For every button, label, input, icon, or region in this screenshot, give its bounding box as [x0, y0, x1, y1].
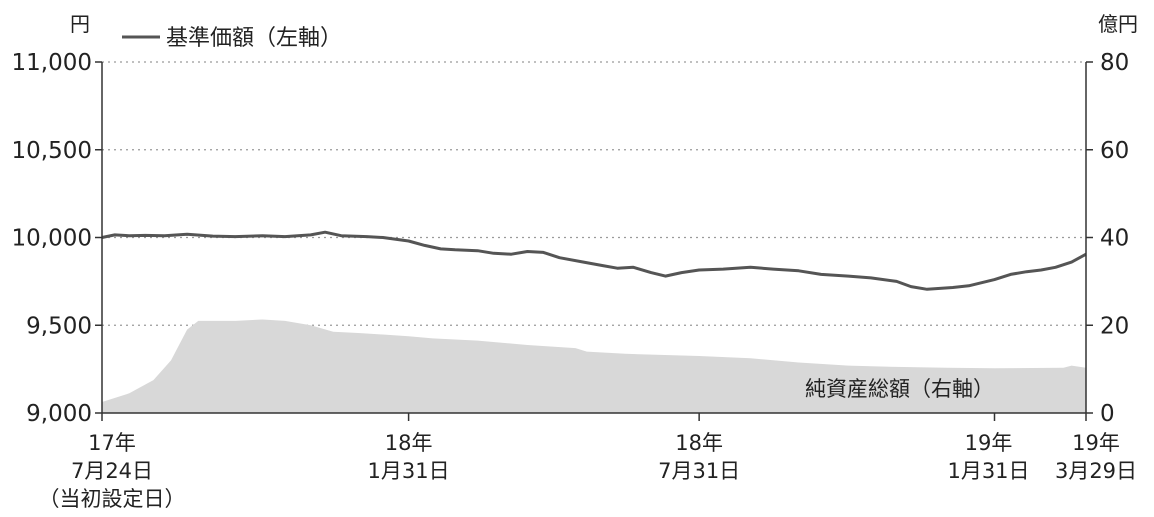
legend: 基準価額（左軸） [122, 26, 342, 51]
x-tick-label-1-0: 18年 [385, 431, 433, 455]
left-tick-label-4: 11,000 [12, 50, 92, 76]
gridlines [102, 61, 1086, 326]
x-tick-label-0-1: 7月24日 [71, 459, 153, 483]
right-tick-label-1: 20 [1100, 313, 1129, 339]
left-tick-label-0: 9,000 [26, 401, 92, 427]
right-axis-ticks: 0 20 40 60 80 [1086, 50, 1129, 427]
x-tick-label-4-0: 19年 [1072, 431, 1120, 455]
left-tick-label-2: 10,000 [12, 226, 92, 252]
x-tick-label-1-1: 1月31日 [368, 459, 450, 483]
x-tick-label-3-1: 1月31日 [947, 459, 1029, 483]
left-axis-unit: 円 [70, 12, 90, 36]
right-tick-label-3: 60 [1100, 138, 1129, 164]
x-tick-label-2-0: 18年 [675, 431, 723, 455]
right-tick-label-0: 0 [1100, 401, 1115, 427]
x-tick-label-0-2: （当初設定日） [39, 487, 186, 511]
left-tick-label-3: 10,500 [12, 138, 92, 164]
right-tick-label-4: 80 [1100, 50, 1129, 76]
x-tick-label-2-1: 7月31日 [658, 459, 740, 483]
right-tick-label-2: 40 [1100, 226, 1129, 252]
x-tick-label-3-0: 19年 [965, 431, 1013, 455]
net-assets-label: 純資産総額（右軸） [805, 377, 994, 401]
nav-line [101, 230, 1087, 291]
x-tick-label-0-0: 17年 [88, 431, 136, 455]
legend-nav-label: 基準価額（左軸） [166, 26, 342, 51]
x-tick-label-4-1: 3月29日 [1055, 459, 1137, 483]
left-axis-ticks: 9,000 9,500 10,000 10,500 11,000 [12, 50, 102, 427]
net-assets-area [102, 319, 1086, 413]
left-tick-label-1: 9,500 [26, 313, 92, 339]
x-axis-ticks: 17年 7月24日 （当初設定日） 18年 1月31日 18年 7月31日 19年 1月31日 1… [39, 413, 1137, 511]
right-axis-unit: 億円 [1098, 12, 1138, 36]
